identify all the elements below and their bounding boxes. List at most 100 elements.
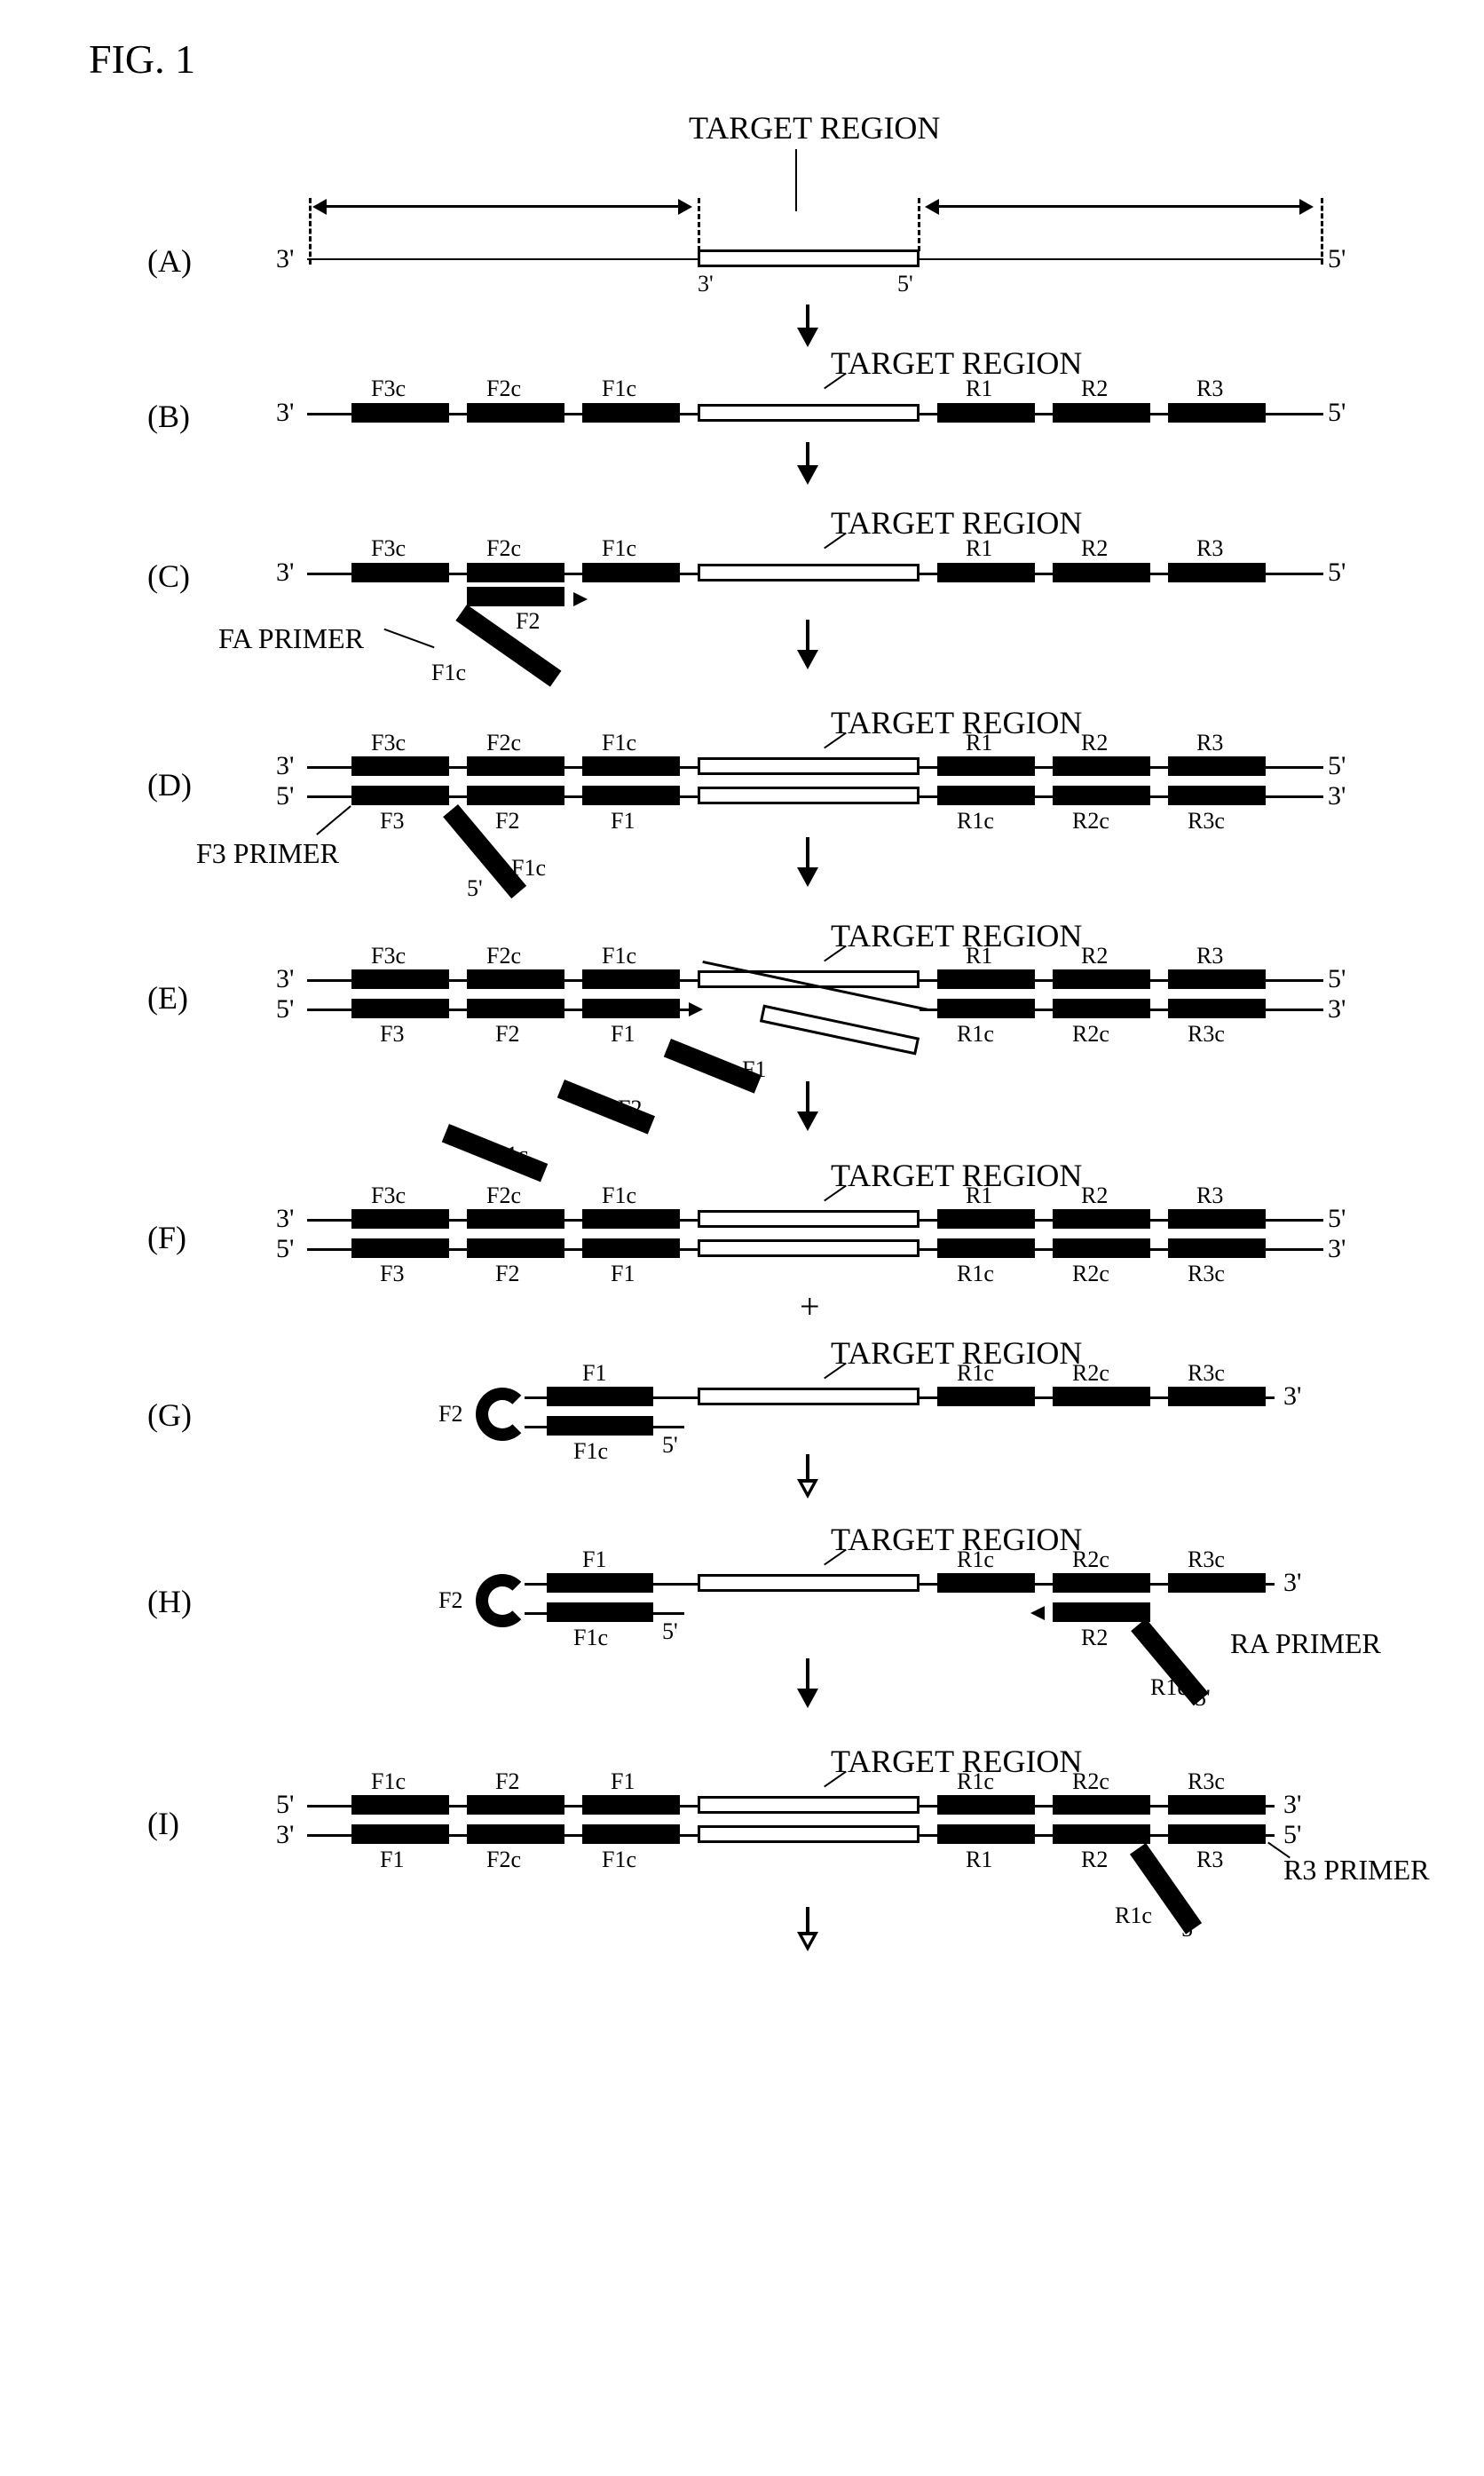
seg bbox=[467, 563, 564, 582]
tick bbox=[309, 198, 312, 265]
lbl: F2 bbox=[495, 1768, 519, 1795]
arrow-down-icon bbox=[797, 328, 818, 347]
s bbox=[937, 1238, 1035, 1258]
lbl: R3c bbox=[1188, 1021, 1225, 1048]
primer-r2 bbox=[1053, 1602, 1150, 1622]
seg-f1 bbox=[547, 1573, 653, 1593]
s bbox=[351, 756, 449, 776]
ra-primer-label: RA PRIMER bbox=[1230, 1627, 1381, 1660]
s bbox=[1168, 786, 1266, 805]
s bbox=[582, 999, 680, 1018]
s bbox=[937, 1209, 1035, 1229]
three-prime: 3' bbox=[276, 1820, 294, 1850]
lbl: R1c bbox=[957, 1021, 994, 1048]
arrow-stem bbox=[806, 1658, 809, 1690]
lbl: R3c bbox=[1188, 1360, 1225, 1387]
s bbox=[351, 969, 449, 989]
lbl: F1 bbox=[611, 1261, 635, 1287]
lbl: R1c bbox=[957, 1261, 994, 1287]
lbl: F2 bbox=[495, 1021, 519, 1048]
lbl: F2 bbox=[438, 1587, 462, 1614]
five-prime: 5' bbox=[276, 1790, 294, 1820]
s bbox=[351, 786, 449, 805]
s bbox=[582, 1824, 680, 1844]
primer-f2 bbox=[467, 587, 564, 606]
five-prime: 5' bbox=[1328, 751, 1346, 781]
s bbox=[1168, 1824, 1266, 1844]
seg bbox=[582, 563, 680, 582]
panel-h: TARGET REGION (H) F2 F1 F1c 5' R1c R2c R… bbox=[121, 1525, 1363, 1738]
lbl: F1 bbox=[742, 1056, 766, 1083]
three-prime: 3' bbox=[1283, 1790, 1301, 1820]
lbl: R2 bbox=[1081, 1847, 1108, 1873]
lbl: F3c bbox=[371, 376, 406, 402]
s bbox=[351, 1824, 449, 1844]
seg-f2c bbox=[467, 403, 564, 423]
arrow-down-open-icon bbox=[797, 1932, 818, 1951]
lbl: R2 bbox=[1081, 943, 1108, 969]
three-prime: 3' bbox=[276, 751, 294, 781]
arrow-stem bbox=[806, 305, 809, 329]
s bbox=[351, 1795, 449, 1815]
fa-primer-label: FA PRIMER bbox=[218, 622, 364, 655]
seg-f1c bbox=[582, 403, 680, 423]
lbl: F3c bbox=[371, 1183, 406, 1209]
s bbox=[582, 786, 680, 805]
lbl: R1 bbox=[966, 376, 992, 402]
s bbox=[1053, 1238, 1150, 1258]
seg-f1c bbox=[547, 1602, 653, 1622]
s bbox=[937, 1573, 1035, 1593]
s bbox=[1168, 1238, 1266, 1258]
r3-primer-label: R3 PRIMER bbox=[1283, 1854, 1429, 1887]
seg bbox=[1168, 563, 1266, 582]
s bbox=[467, 756, 564, 776]
s bbox=[582, 756, 680, 776]
lbl: F1c bbox=[602, 730, 636, 756]
lbl: R1 bbox=[966, 730, 992, 756]
panel-i: TARGET REGION (I) 5' 3' 3' 5' F1c F2 F1 … bbox=[121, 1747, 1363, 1978]
lbl: F2c bbox=[486, 1183, 521, 1209]
s bbox=[467, 1824, 564, 1844]
lbl: R3 bbox=[1196, 730, 1223, 756]
lbl: R2 bbox=[1081, 1183, 1108, 1209]
s bbox=[937, 1387, 1035, 1406]
seg-f1 bbox=[547, 1387, 653, 1406]
range-arrow bbox=[937, 205, 1301, 208]
s bbox=[351, 1238, 449, 1258]
s bbox=[1053, 969, 1150, 989]
tick bbox=[1321, 198, 1323, 265]
lbl: R3 bbox=[1196, 1183, 1223, 1209]
panel-letter: (I) bbox=[147, 1805, 179, 1842]
five-prime: 5' bbox=[1328, 964, 1346, 994]
leader bbox=[383, 629, 434, 648]
lbl: F3c bbox=[371, 535, 406, 562]
target-box bbox=[698, 249, 920, 267]
s bbox=[351, 999, 449, 1018]
lbl: F2c bbox=[486, 943, 521, 969]
s bbox=[1168, 1573, 1266, 1593]
panel-letter: (G) bbox=[147, 1396, 192, 1434]
lbl: F1 bbox=[611, 1021, 635, 1048]
lbl: R3c bbox=[1188, 1547, 1225, 1573]
lbl: F2 bbox=[618, 1096, 642, 1122]
lbl: F2c bbox=[486, 730, 521, 756]
s bbox=[1053, 999, 1150, 1018]
lbl: F1c bbox=[431, 660, 466, 686]
lbl: F1c bbox=[573, 1625, 608, 1651]
loop-f2 bbox=[476, 1574, 529, 1627]
panel-f: TARGET REGION (F) 3' 5' 5' 3' F3c F2c F1… bbox=[121, 1161, 1363, 1330]
panel-letter: (B) bbox=[147, 398, 190, 435]
s bbox=[937, 969, 1035, 989]
s bbox=[467, 1209, 564, 1229]
lbl: F3 bbox=[380, 1261, 404, 1287]
panel-letter: (C) bbox=[147, 558, 190, 595]
lbl: F2c bbox=[486, 1847, 521, 1873]
lbl: F2 bbox=[516, 608, 540, 635]
lbl: R2 bbox=[1081, 730, 1108, 756]
target-region-label: TARGET REGION bbox=[831, 704, 1082, 741]
arrow-stem bbox=[806, 1907, 809, 1934]
seg bbox=[351, 563, 449, 582]
lbl: F3c bbox=[371, 730, 406, 756]
panel-letter: (H) bbox=[147, 1583, 192, 1620]
s bbox=[467, 1795, 564, 1815]
